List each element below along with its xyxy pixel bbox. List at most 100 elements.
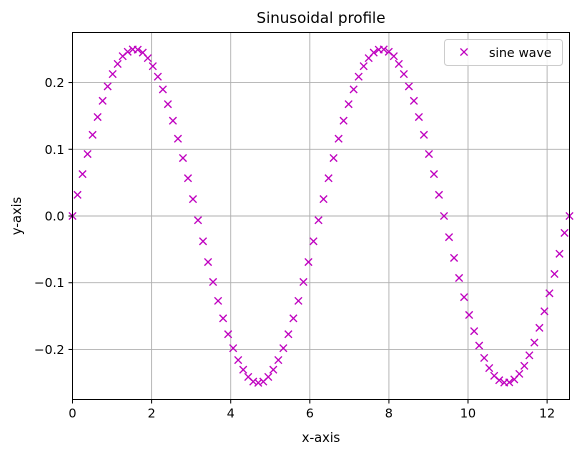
data-point bbox=[274, 356, 283, 365]
data-point bbox=[188, 195, 198, 204]
data-point bbox=[249, 377, 258, 386]
data-point bbox=[163, 100, 172, 109]
data-point bbox=[550, 269, 559, 279]
data-point bbox=[399, 70, 408, 79]
data-point bbox=[419, 130, 428, 139]
data-point bbox=[394, 59, 403, 68]
x-tick-label: 10 bbox=[460, 406, 476, 421]
data-point bbox=[153, 72, 162, 81]
data-point bbox=[143, 54, 152, 63]
data-point bbox=[329, 153, 338, 163]
data-point bbox=[369, 48, 378, 57]
data-point bbox=[113, 59, 122, 68]
data-point bbox=[158, 85, 167, 94]
data-point bbox=[429, 170, 439, 179]
data-point bbox=[560, 228, 569, 237]
data-point bbox=[414, 112, 423, 122]
data-point bbox=[344, 100, 353, 109]
data-point bbox=[444, 233, 454, 242]
x-tick-label: 6 bbox=[306, 406, 314, 421]
y-tick-label: 0.2 bbox=[45, 75, 65, 90]
data-point bbox=[319, 195, 328, 204]
data-point bbox=[424, 149, 433, 159]
data-point bbox=[359, 62, 368, 71]
data-point bbox=[209, 277, 218, 287]
legend-entry-label: sine wave bbox=[489, 45, 552, 60]
data-point bbox=[203, 257, 213, 267]
data-point bbox=[545, 289, 554, 298]
data-point bbox=[304, 257, 313, 267]
data-point bbox=[289, 314, 298, 323]
data-point bbox=[178, 153, 188, 163]
data-point bbox=[239, 365, 248, 374]
data-point bbox=[485, 364, 494, 373]
data-point bbox=[535, 323, 544, 332]
chart-title: Sinusoidal profile bbox=[257, 9, 386, 27]
data-point bbox=[505, 378, 514, 387]
grid bbox=[72, 32, 570, 400]
data-point bbox=[133, 45, 142, 54]
data-point bbox=[349, 85, 358, 94]
y-tick-label: 0.1 bbox=[45, 142, 65, 157]
x-tick-label: 8 bbox=[385, 406, 393, 421]
x-tick-label: 0 bbox=[69, 406, 77, 421]
data-point bbox=[324, 174, 333, 183]
data-point bbox=[455, 273, 464, 283]
data-point bbox=[294, 296, 303, 305]
data-point bbox=[334, 134, 343, 143]
data-point bbox=[530, 338, 539, 347]
data-point bbox=[224, 330, 233, 339]
x-tick-label: 12 bbox=[539, 406, 555, 421]
data-point bbox=[168, 116, 177, 125]
data-point bbox=[229, 344, 238, 353]
legend-marker bbox=[459, 47, 469, 57]
data-point bbox=[460, 293, 469, 302]
data-point bbox=[520, 361, 529, 370]
data-point bbox=[525, 351, 534, 360]
data-point bbox=[93, 112, 102, 122]
data-point bbox=[314, 216, 323, 225]
data-point bbox=[515, 369, 524, 378]
data-point bbox=[83, 149, 92, 159]
data-point bbox=[404, 82, 413, 91]
data-point bbox=[98, 96, 107, 105]
data-point bbox=[148, 62, 157, 71]
data-point bbox=[339, 116, 348, 125]
data-point bbox=[465, 310, 474, 320]
axis-ticks: 0 2 4 6 8 10 12 −0.2 −0.1 0.0 0.1 0.2 bbox=[34, 75, 555, 420]
data-point bbox=[254, 378, 263, 387]
y-tick-label: −0.2 bbox=[34, 342, 64, 357]
data-point bbox=[540, 307, 549, 316]
data-point bbox=[475, 341, 484, 350]
data-point bbox=[183, 174, 193, 183]
data-point bbox=[88, 130, 97, 139]
data-point bbox=[234, 356, 243, 365]
data-point bbox=[219, 314, 228, 323]
data-point bbox=[279, 344, 288, 353]
data-point bbox=[470, 327, 479, 336]
data-point bbox=[434, 190, 444, 199]
legend-marker-x-icon bbox=[459, 47, 469, 57]
data-point bbox=[354, 72, 363, 81]
data-point bbox=[309, 237, 318, 246]
data-point bbox=[389, 52, 398, 61]
data-point bbox=[449, 253, 459, 262]
data-point bbox=[284, 330, 293, 339]
data-point bbox=[439, 211, 449, 221]
data-point bbox=[123, 47, 132, 56]
data-point bbox=[495, 376, 504, 385]
data-point bbox=[78, 170, 87, 179]
data-point bbox=[214, 296, 223, 305]
legend: sine wave bbox=[444, 39, 563, 66]
y-tick-label: −0.1 bbox=[34, 275, 64, 290]
data-point bbox=[173, 134, 183, 143]
data-point bbox=[269, 365, 278, 374]
data-point bbox=[73, 190, 82, 199]
data-point bbox=[198, 237, 208, 246]
data-point bbox=[480, 353, 489, 362]
x-axis-label: x-axis bbox=[302, 431, 341, 446]
x-tick-label: 4 bbox=[227, 406, 235, 421]
data-point bbox=[264, 372, 273, 382]
data-point bbox=[409, 96, 418, 105]
